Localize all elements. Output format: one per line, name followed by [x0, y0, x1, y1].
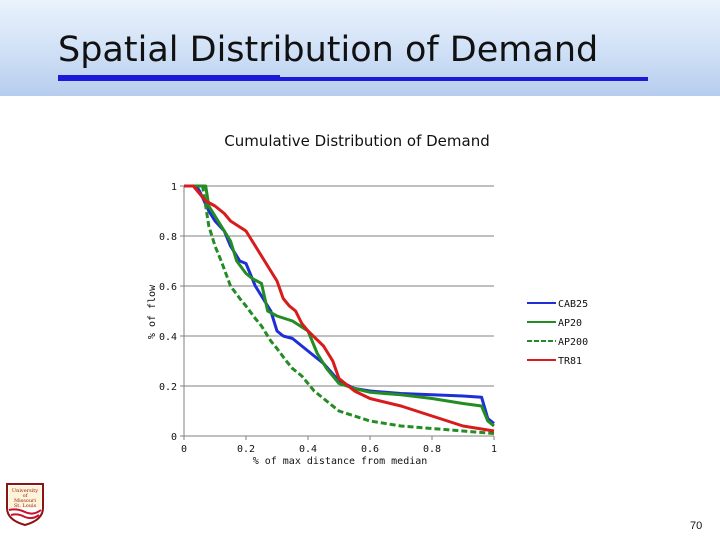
legend-label: CAB25	[558, 299, 588, 310]
y-tick-label: 0	[171, 432, 177, 443]
title-underline-accent	[58, 75, 280, 77]
series-line-tr81	[184, 184, 495, 433]
axis-layer	[183, 186, 494, 437]
logo-line-1: University	[12, 488, 38, 494]
logo-line-2: of	[23, 493, 29, 499]
x-tick-label: 0.2	[237, 444, 255, 455]
y-tick-label: 1	[171, 182, 177, 193]
logo-line-3: Missouri	[14, 498, 36, 504]
y-axis-label: % of flow	[147, 284, 158, 339]
legend: CAB25 AP20 AP200 TR81	[527, 299, 588, 367]
title-underline	[58, 77, 648, 81]
series-line-ap20	[184, 184, 495, 428]
legend-label: TR81	[558, 356, 582, 367]
chart-title: Cumulative Distribution of Demand	[224, 132, 490, 150]
series-line-ap200	[184, 184, 495, 435]
x-axis-label: % of max distance from median	[253, 456, 428, 467]
legend-label: AP200	[558, 337, 588, 348]
grid-layer	[180, 185, 495, 440]
y-tick-label: 0.8	[159, 232, 177, 243]
series-layer	[184, 184, 495, 435]
x-tick-label: 0.8	[423, 444, 441, 455]
x-tick-label: 0.4	[299, 444, 317, 455]
y-tick-label: 0.2	[159, 382, 177, 393]
university-shield-logo: University of Missouri St. Louis	[6, 483, 44, 526]
series-line-cab25	[184, 184, 495, 425]
slide-title: Spatial Distribution of Demand	[58, 30, 599, 70]
legend-label: AP20	[558, 318, 582, 329]
y-tick-label: 0.6	[159, 282, 177, 293]
x-tick-label: 0	[181, 444, 187, 455]
x-tick-label: 1	[491, 444, 497, 455]
y-tick-labels: 0 0.2 0.4 0.6 0.8 1	[159, 182, 177, 443]
page-number: 70	[690, 520, 703, 532]
y-tick-label: 0.4	[159, 332, 177, 343]
x-tick-label: 0.6	[361, 444, 379, 455]
x-tick-labels: 0 0.2 0.4 0.6 0.8 1	[181, 444, 497, 455]
logo-line-4: St. Louis	[14, 503, 37, 509]
